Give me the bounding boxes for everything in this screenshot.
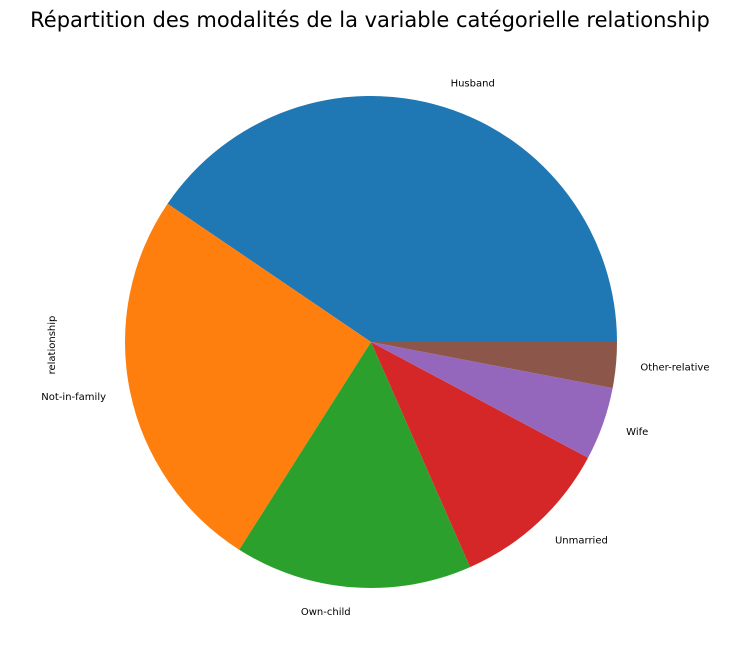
pie-label-husband: Husband [451,78,495,89]
pie-label-own-child: Own-child [301,607,351,618]
pie-slice-wife [371,342,613,458]
y-axis-label: relationship [47,316,58,375]
pie-slice-husband [167,95,617,342]
pie-label-not-in-family: Not-in-family [41,392,106,403]
chart-title: Répartition des modalités de la variable… [30,8,710,32]
pie-label-unmarried: Unmarried [555,535,608,546]
pie-slice-other-relative [371,342,617,389]
pie-labels: Husband Not-in-family Own-child Unmarried Wi… [41,78,709,617]
pie-slice-own-child [239,342,471,588]
pie-label-wife: Wife [626,427,648,438]
pie-label-other-relative: Other-relative [640,362,709,373]
pie-slice-unmarried [371,342,589,568]
pie-slice-not-in-family [125,203,372,550]
pie-slices [125,95,617,588]
